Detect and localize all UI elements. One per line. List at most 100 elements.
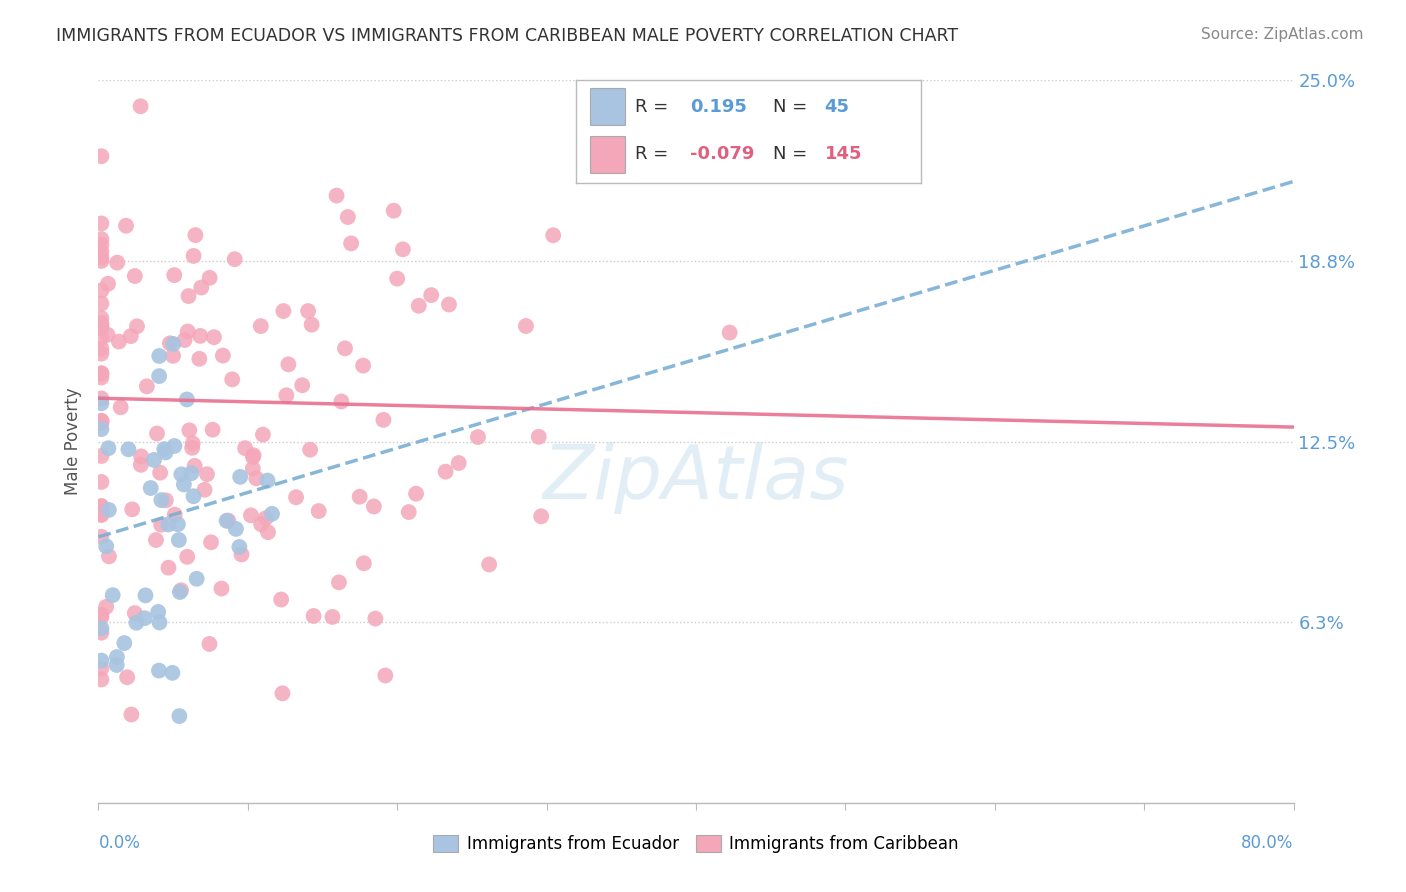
Point xyxy=(374,668,396,682)
Point xyxy=(90,367,112,381)
Point xyxy=(90,251,112,265)
Text: R =: R = xyxy=(636,98,668,116)
Point xyxy=(447,456,470,470)
Point xyxy=(90,422,112,436)
Y-axis label: Male Poverty: Male Poverty xyxy=(65,388,83,495)
Point xyxy=(90,610,112,624)
Point xyxy=(148,349,170,363)
Point xyxy=(90,316,112,330)
Point xyxy=(125,615,148,630)
Point xyxy=(129,99,152,113)
Point xyxy=(276,388,298,402)
Point xyxy=(90,508,112,522)
Point xyxy=(239,508,262,523)
Point xyxy=(277,357,299,371)
Point xyxy=(150,517,173,532)
Point xyxy=(336,210,359,224)
Point xyxy=(129,450,152,464)
Point xyxy=(115,670,138,684)
Point xyxy=(97,441,120,455)
Point xyxy=(173,477,195,491)
Point xyxy=(112,636,135,650)
Text: N =: N = xyxy=(773,145,807,163)
Point xyxy=(90,500,112,514)
Point xyxy=(159,336,181,351)
Point xyxy=(190,280,212,294)
Point xyxy=(101,588,124,602)
Point xyxy=(90,366,112,380)
Point xyxy=(148,605,170,619)
Point xyxy=(308,504,330,518)
Point xyxy=(124,606,146,620)
Point xyxy=(408,299,430,313)
Point xyxy=(90,625,112,640)
Point xyxy=(97,277,120,291)
Point xyxy=(90,284,112,298)
Point xyxy=(157,560,180,574)
Point xyxy=(180,466,202,480)
Point xyxy=(169,709,191,723)
Point xyxy=(271,686,294,700)
Point xyxy=(467,430,489,444)
Point xyxy=(90,530,112,544)
Point xyxy=(254,511,277,525)
Point xyxy=(434,465,457,479)
Point xyxy=(90,392,112,406)
Point xyxy=(145,533,167,547)
Point xyxy=(270,592,292,607)
Text: 45: 45 xyxy=(824,98,849,116)
Point xyxy=(228,540,250,554)
Point xyxy=(405,486,427,500)
Point xyxy=(90,449,112,463)
Point xyxy=(373,413,395,427)
Point xyxy=(249,319,271,334)
Legend: Immigrants from Ecuador, Immigrants from Caribbean: Immigrants from Ecuador, Immigrants from… xyxy=(427,828,965,860)
Point xyxy=(260,507,283,521)
Point xyxy=(90,507,112,521)
Point xyxy=(120,329,142,343)
Point xyxy=(169,585,191,599)
Text: R =: R = xyxy=(636,145,668,163)
Point xyxy=(478,558,501,572)
Text: 145: 145 xyxy=(824,145,862,163)
Point xyxy=(96,539,118,553)
Point xyxy=(541,228,564,243)
Point xyxy=(200,535,222,549)
Point xyxy=(90,217,112,231)
Point xyxy=(257,525,280,540)
Point xyxy=(163,508,186,522)
Point xyxy=(188,329,211,343)
Point xyxy=(353,556,375,570)
Point xyxy=(90,296,112,310)
Point xyxy=(146,426,169,441)
Point xyxy=(90,654,112,668)
Point xyxy=(198,637,221,651)
Point xyxy=(217,514,239,528)
Point xyxy=(155,493,177,508)
Point xyxy=(183,489,205,503)
Point xyxy=(162,337,184,351)
Point xyxy=(90,414,112,428)
Point xyxy=(530,509,553,524)
Point xyxy=(299,442,322,457)
Text: Source: ZipAtlas.com: Source: ZipAtlas.com xyxy=(1201,27,1364,42)
Bar xyxy=(591,88,624,126)
Point xyxy=(233,441,256,455)
Point xyxy=(352,359,374,373)
Point xyxy=(221,372,243,386)
Point xyxy=(134,611,156,625)
Point xyxy=(90,370,112,384)
Point xyxy=(183,458,205,473)
Point xyxy=(90,149,112,163)
Point xyxy=(90,673,112,687)
Point xyxy=(96,599,118,614)
Point xyxy=(330,394,353,409)
Point xyxy=(90,499,112,513)
Point xyxy=(170,467,193,482)
Point xyxy=(90,414,112,428)
Point xyxy=(176,392,198,407)
Point xyxy=(245,471,267,485)
Point xyxy=(120,707,142,722)
Point xyxy=(90,321,112,335)
Point xyxy=(515,319,537,334)
